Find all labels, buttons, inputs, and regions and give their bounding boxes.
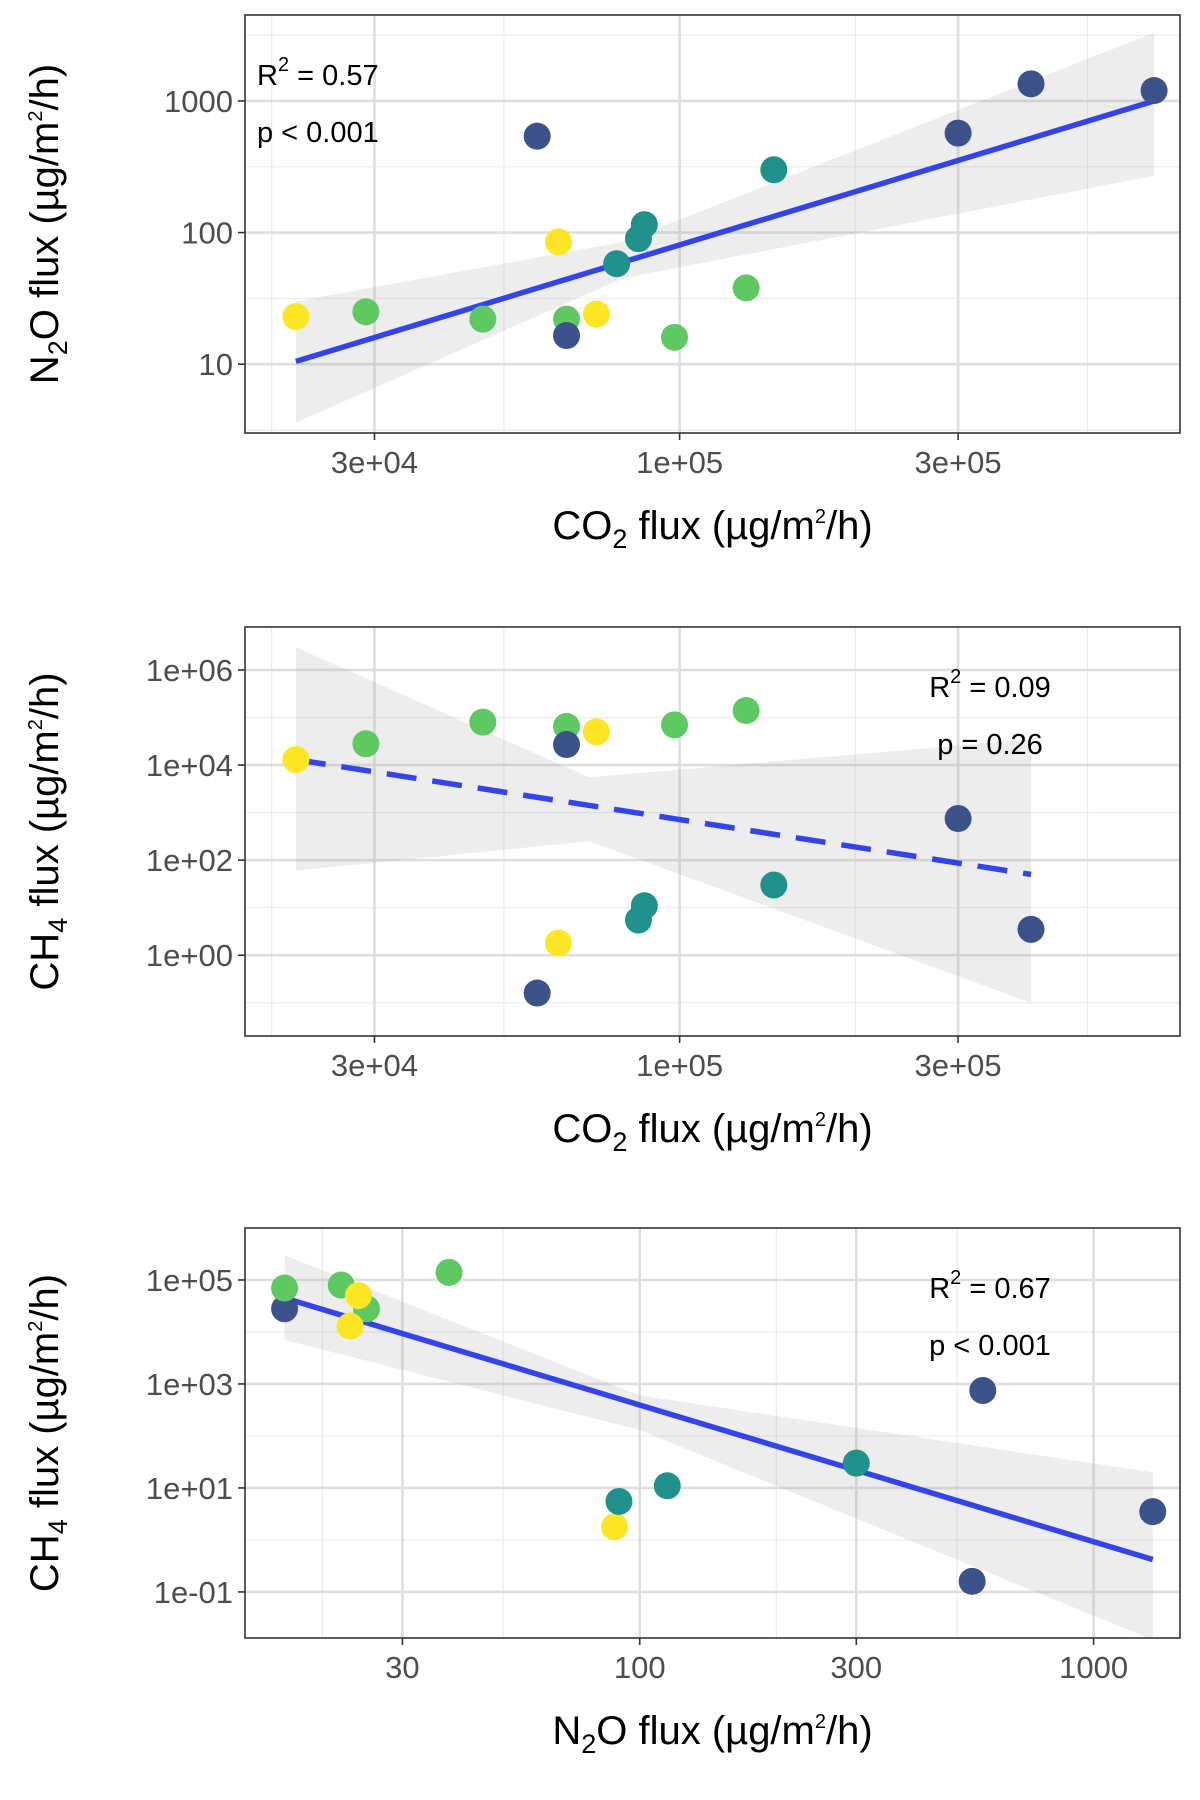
regression-line <box>283 1295 1154 1563</box>
plot-border <box>244 626 1181 1037</box>
data-point <box>523 122 551 150</box>
data-point <box>352 298 380 326</box>
data-point <box>603 250 631 278</box>
x-tick-label: 3e+05 <box>915 1048 1002 1083</box>
data-point <box>760 156 788 184</box>
data-point <box>523 979 551 1007</box>
data-point <box>605 1487 633 1515</box>
p-value-annotation: p = 0.26 <box>937 729 1043 761</box>
r-squared-annotation: R2 = 0.09 <box>929 666 1051 704</box>
p-value-annotation: p < 0.001 <box>257 117 379 149</box>
x-tick-label: 30 <box>385 1650 419 1685</box>
data-point <box>435 1258 463 1286</box>
y-axis-title: N2O flux (µg/m2/h) <box>23 64 73 384</box>
x-tick-label: 100 <box>614 1650 666 1685</box>
x-axis-title: N2O flux (µg/m2/h) <box>552 1709 872 1759</box>
data-point <box>1017 70 1045 98</box>
y-tick-label: 10 <box>199 347 233 382</box>
y-tick-label: 1e+05 <box>146 1263 233 1298</box>
x-tick-label: 1000 <box>1059 1650 1128 1685</box>
x-tick-label: 1e+05 <box>636 445 723 480</box>
p-value-annotation: p < 0.001 <box>929 1330 1051 1362</box>
data-point <box>661 323 689 351</box>
data-point <box>282 746 310 774</box>
data-point <box>553 731 581 759</box>
data-point <box>469 305 497 333</box>
r-squared-annotation: R2 = 0.57 <box>257 54 379 92</box>
data-point <box>271 1274 299 1302</box>
data-point <box>944 119 972 147</box>
x-tick-label: 300 <box>830 1650 882 1685</box>
data-point <box>630 892 658 920</box>
y-tick-label: 1e+01 <box>146 1471 233 1506</box>
y-tick-label: 1e+06 <box>146 653 233 688</box>
data-point <box>553 322 581 350</box>
y-tick-label: 1e-01 <box>154 1575 233 1610</box>
plot-border <box>244 14 1181 434</box>
y-tick-label: 1e+02 <box>146 843 233 878</box>
data-point <box>469 708 497 736</box>
plot-background <box>245 627 1180 1036</box>
data-point <box>732 274 760 302</box>
data-point <box>969 1376 997 1404</box>
y-tick-label: 1e+03 <box>146 1367 233 1402</box>
x-tick-label: 3e+04 <box>331 445 418 480</box>
y-tick-label: 100 <box>181 216 233 251</box>
plot-background <box>245 1228 1180 1638</box>
x-tick-label: 3e+05 <box>915 445 1002 480</box>
data-point <box>630 211 658 239</box>
chart-panel-1: 3e+04 1e+05 3e+05 10 100 1000 CO2 flux (µg/m2/… <box>23 14 1181 554</box>
data-point <box>760 871 788 899</box>
r-squared-annotation: R2 = 0.67 <box>929 1267 1051 1305</box>
data-point <box>336 1312 364 1340</box>
data-point <box>661 711 689 739</box>
x-axis-title: CO2 flux (µg/m2/h) <box>552 504 872 554</box>
confidence-band <box>295 32 1155 423</box>
data-point <box>544 228 572 256</box>
confidence-band <box>284 1255 1153 1638</box>
confidence-band <box>295 647 1031 1003</box>
data-point <box>958 1567 986 1595</box>
data-point <box>582 300 610 328</box>
data-point <box>732 697 760 725</box>
y-axis-title: CH4 flux (µg/m2/h) <box>23 672 73 990</box>
regression-line <box>295 98 1155 365</box>
data-point <box>544 929 572 957</box>
chart-panel-2: 3e+04 1e+05 3e+05 1e+00 1e+02 1e+04 1e+06 CO2 f… <box>23 626 1181 1157</box>
chart-panel-3: 30 100 300 1000 1e-01 1e+01 1e+03 1e+05 N2O flux… <box>23 1227 1181 1759</box>
x-tick-label: 3e+04 <box>331 1048 418 1083</box>
data-point <box>344 1282 372 1310</box>
data-point <box>653 1472 681 1500</box>
data-point <box>944 805 972 833</box>
y-tick-label: 1e+00 <box>146 938 233 973</box>
y-tick-label: 1e+04 <box>146 748 233 783</box>
x-axis-title: CO2 flux (µg/m2/h) <box>552 1107 872 1157</box>
x-tick-label: 1e+05 <box>636 1048 723 1083</box>
y-axis-title: CH4 flux (µg/m2/h) <box>23 1274 73 1592</box>
data-point <box>582 718 610 746</box>
data-point <box>1017 915 1045 943</box>
y-tick-label: 1000 <box>164 84 233 119</box>
data-point <box>1140 77 1168 105</box>
regression-line <box>295 756 1032 878</box>
data-point <box>271 1295 299 1323</box>
data-point <box>601 1513 629 1541</box>
data-point <box>282 303 310 331</box>
data-point <box>842 1449 870 1477</box>
data-point <box>352 730 380 758</box>
data-point <box>1139 1498 1167 1526</box>
plot-border <box>244 1227 1181 1639</box>
